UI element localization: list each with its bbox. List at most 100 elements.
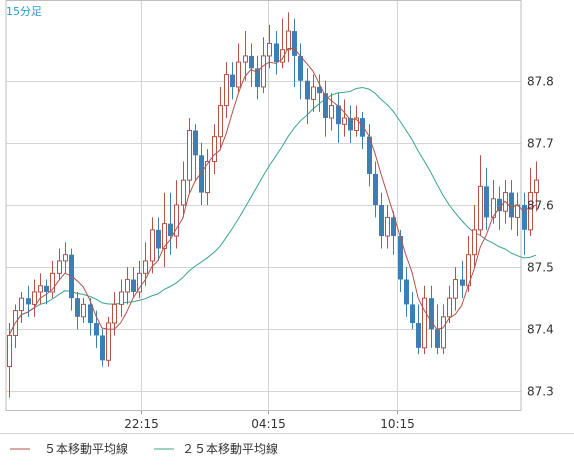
candle-body-up: [243, 55, 248, 63]
candle-body-up: [174, 204, 179, 237]
candle-body-up: [267, 42, 272, 57]
candle-body-up: [38, 285, 43, 293]
candle-body-up: [472, 229, 477, 256]
candle-body-up: [19, 297, 24, 312]
candle-body-up: [224, 74, 229, 107]
candle-body-up: [162, 223, 167, 249]
candle-body-down: [317, 86, 322, 94]
candle-body-down: [410, 304, 415, 324]
candle-body-up: [218, 105, 223, 138]
candle-body-down: [509, 192, 514, 218]
candle-body-up: [181, 179, 186, 206]
candle-body-up: [311, 86, 316, 100]
legend-ma25-label: ２５本移動平均線: [182, 441, 278, 456]
candle-body-up: [57, 260, 62, 274]
candle-body-up: [137, 272, 142, 293]
candle-body-down: [379, 205, 384, 237]
candle-body-up: [205, 161, 210, 194]
ma5-line: [8, 48, 537, 336]
candle-body-up: [453, 279, 458, 299]
candle-body-up: [447, 297, 452, 318]
candle-body-up: [106, 322, 111, 361]
candle-body-down: [460, 279, 465, 286]
candle-body-up: [354, 117, 359, 131]
candle-body-up: [261, 55, 266, 88]
candle-body-down: [348, 118, 353, 131]
candle-body-up: [286, 30, 291, 51]
candle-body-up: [119, 291, 124, 305]
legend: ５本移動平均線 ２５本移動平均線: [10, 441, 278, 456]
candle-body-down: [360, 118, 365, 137]
ma5-layer: [8, 48, 537, 336]
candle-body-down: [193, 130, 198, 156]
y-tick-label: 87.8: [527, 75, 554, 89]
candle-body-up: [7, 334, 12, 368]
candle-body-down: [131, 279, 136, 292]
candle-body-down: [336, 105, 341, 125]
candle-body-down: [522, 205, 527, 230]
candle-body-down: [391, 217, 396, 237]
candle-body-down: [156, 229, 161, 249]
candle-body-up: [478, 185, 483, 231]
candle-body-up: [385, 216, 390, 237]
candle-body-down: [367, 136, 372, 174]
candle-body-down: [292, 31, 297, 56]
candle-body-down: [199, 155, 204, 193]
candle-body-up: [81, 303, 86, 318]
candle-body-up: [112, 303, 117, 324]
y-tick-label: 87.3: [527, 385, 554, 399]
axis-layer: 87.3 87.4 87.5 87.6 87.7 87.8 22:15 04:15 10:15: [124, 75, 554, 432]
candle-body-up: [342, 117, 347, 125]
candle-layer: [7, 12, 539, 398]
candle-body-down: [497, 198, 502, 212]
candle-body-down: [88, 304, 93, 324]
candle-body-up: [63, 254, 68, 262]
candle-body-down: [323, 93, 328, 119]
candle-body-up: [32, 291, 37, 305]
candle-body-down: [398, 236, 403, 280]
candle-body-down: [484, 186, 489, 218]
y-tick-label: 87.6: [527, 199, 554, 213]
candle-body-up: [441, 316, 446, 349]
candle-body-down: [255, 68, 260, 87]
candle-body-up: [236, 61, 241, 88]
y-tick-label: 87.7: [527, 137, 554, 151]
candle-body-up: [329, 105, 334, 119]
candle-body-down: [26, 298, 31, 305]
candle-body-up: [50, 272, 55, 293]
ma25-layer: [8, 86, 537, 336]
x-tick-label: 04:15: [251, 417, 286, 431]
candle-body-down: [416, 323, 421, 348]
candle-body-up: [534, 179, 539, 194]
candle-body-down: [100, 335, 105, 361]
candle-body-down: [429, 298, 434, 330]
candle-body-down: [435, 329, 440, 348]
candle-body-up: [280, 49, 285, 63]
candle-body-up: [125, 279, 130, 293]
candle-body-down: [298, 55, 303, 81]
candle-body-up: [422, 297, 427, 349]
candle-body-up: [212, 136, 217, 163]
candle-body-up: [143, 260, 148, 274]
legend-ma5-label: ５本移動平均線: [44, 441, 128, 456]
candle-body-down: [373, 173, 378, 205]
y-tick-label: 87.4: [527, 323, 554, 337]
candle-body-up: [491, 198, 496, 218]
candle-body-down: [230, 74, 235, 87]
candle-body-down: [94, 323, 99, 336]
candle-body-down: [249, 55, 254, 69]
candle-body-up: [187, 129, 192, 181]
x-tick-label: 10:15: [380, 417, 415, 431]
plot-frame: [5, 0, 522, 411]
ma25-line: [8, 86, 537, 336]
y-tick-label: 87.5: [527, 261, 554, 275]
x-tick-label: 22:15: [124, 417, 159, 431]
candle-body-up: [150, 229, 155, 262]
timeframe-label: 15分足: [6, 5, 42, 18]
candle-body-down: [404, 279, 409, 305]
candle-body-down: [44, 285, 49, 292]
candle-body-down: [168, 223, 173, 237]
candle-body-down: [305, 80, 310, 100]
